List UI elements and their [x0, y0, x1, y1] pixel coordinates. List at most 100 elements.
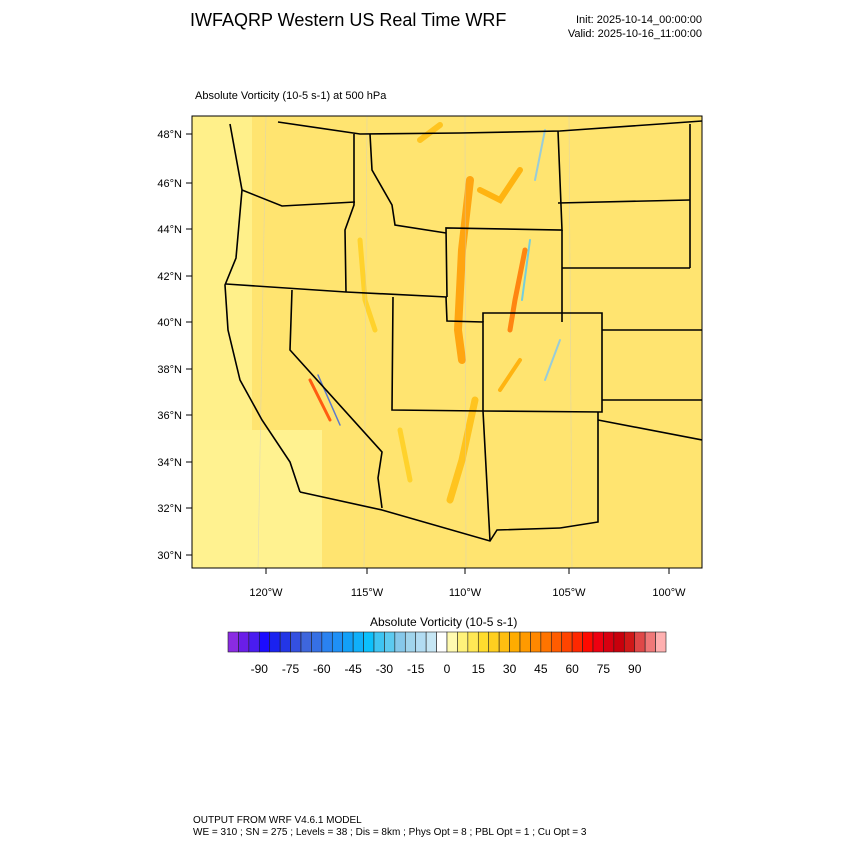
vorticity-streak: [477, 167, 523, 204]
colorbar-label: -75: [282, 662, 300, 676]
model-info: OUTPUT FROM WRF V4.6.1 MODEL: [193, 815, 362, 826]
colorbar-box: [655, 631, 667, 653]
colorbar-box: [425, 631, 437, 653]
vorticity-streak: [357, 237, 378, 333]
vorticity-streak: [534, 129, 546, 181]
vorticity-streak: [521, 239, 531, 301]
lon-label: 110°W: [449, 587, 482, 599]
colorbar-box: [269, 631, 281, 653]
lat-label: 46°N: [157, 178, 182, 190]
map-frame: [191, 115, 703, 569]
colorbar-label: 75: [597, 662, 611, 676]
colorbar-box: [561, 631, 573, 653]
colorbar-box: [592, 631, 604, 653]
vorticity-streak: [544, 339, 561, 381]
vorticity-streak: [507, 247, 528, 333]
colorbar-box: [540, 631, 552, 653]
colorbar: [227, 631, 667, 653]
colorbar-box: [290, 631, 302, 653]
colorbar-box: [311, 631, 323, 653]
colorbar-box: [582, 631, 594, 653]
colorbar-box: [248, 631, 260, 653]
colorbar-box: [571, 631, 583, 653]
colorbar-box: [509, 631, 521, 653]
colorbar-box: [550, 631, 563, 653]
colorbar-box: [446, 631, 458, 653]
colorbar-label: 45: [534, 662, 548, 676]
colorbar-box: [634, 631, 646, 653]
colorbar-label: 0: [444, 662, 451, 676]
colorbar-label: 60: [565, 662, 579, 676]
colorbar-label: -90: [251, 662, 269, 676]
model-config: WE = 310 ; SN = 275 ; Levels = 38 ; Dis …: [193, 827, 587, 838]
colorbar-box: [530, 631, 542, 653]
vorticity-streak: [397, 427, 413, 483]
lat-label: 30°N: [157, 550, 182, 562]
colorbar-box: [363, 631, 375, 653]
colorbar-label: 90: [628, 662, 642, 676]
lon-label: 105°W: [552, 587, 586, 599]
colorbar-box: [498, 631, 510, 653]
colorbar-label: -45: [344, 662, 362, 676]
vorticity-streak: [453, 176, 474, 364]
lon-label: 120°W: [249, 587, 283, 599]
colorbar-box: [603, 631, 615, 653]
vorticity-streak: [317, 374, 341, 426]
colorbar-box: [488, 631, 500, 653]
graticule: [257, 116, 573, 568]
field-subtitle: Absolute Vorticity (10-5 s-1) at 500 hPa: [195, 90, 387, 102]
colorbar-box: [519, 631, 531, 653]
init-time: Init: 2025-10-14_00:00:00: [576, 14, 702, 26]
colorbar-box: [467, 631, 479, 653]
colorbar-label: -30: [376, 662, 394, 676]
colorbar-box: [238, 631, 250, 653]
colorbar-label: -60: [313, 662, 331, 676]
colorbar-box: [321, 631, 333, 653]
colorbar-box: [613, 631, 625, 653]
lat-label: 48°N: [157, 129, 182, 141]
colorbar-label: -15: [407, 662, 425, 676]
colorbar-box: [477, 631, 490, 653]
lat-label: 44°N: [157, 224, 182, 236]
colorbar-box: [352, 631, 364, 653]
colorbar-box: [227, 631, 239, 653]
lat-label: 40°N: [157, 317, 182, 329]
lat-label: 32°N: [157, 503, 182, 515]
colorbar-box: [404, 631, 417, 653]
colorbar-box: [457, 631, 469, 653]
plot-title: IWFAQRP Western US Real Time WRF: [190, 10, 507, 30]
colorbar-box: [415, 631, 427, 653]
colorbar-box: [623, 631, 636, 653]
colorbar-label: 30: [503, 662, 517, 676]
colorbar-box: [279, 631, 291, 653]
valid-time: Valid: 2025-10-16_11:00:00: [567, 28, 702, 40]
colorbar-box: [300, 631, 312, 653]
lat-label: 42°N: [157, 271, 182, 283]
map-field: [192, 116, 702, 568]
vorticity-streak: [308, 378, 332, 422]
colorbar-title: Absolute Vorticity (10-5 s-1): [370, 615, 518, 629]
vorticity-streak: [446, 396, 479, 504]
vorticity-streaks: [308, 122, 561, 504]
colorbar-box: [436, 631, 448, 653]
colorbar-box: [342, 631, 354, 653]
state-borders: [224, 120, 702, 542]
colorbar-box: [258, 631, 271, 653]
lat-label: 36°N: [157, 410, 182, 422]
colorbar-labels: -90 -75 -60 -45 -30 -15 0 15 30 45 60 75 90: [251, 662, 642, 676]
vorticity-streak: [498, 358, 522, 392]
lat-label: 34°N: [157, 457, 182, 469]
colorbar-box: [644, 631, 656, 653]
lon-label: 100°W: [652, 587, 686, 599]
colorbar-box: [394, 631, 406, 653]
lat-label: 38°N: [157, 364, 182, 376]
colorbar-box: [384, 631, 396, 653]
colorbar-box: [373, 631, 385, 653]
lat-ticks: 48°N 46°N 44°N 42°N 40°N 38°N 36°N 34°N 32°N 30°N: [157, 129, 192, 562]
lon-ticks: 120°W 115°W 110°W 105°W 100°W: [249, 568, 686, 599]
colorbar-box: [331, 631, 344, 653]
lon-label: 115°W: [351, 587, 384, 599]
colorbar-label: 15: [472, 662, 486, 676]
